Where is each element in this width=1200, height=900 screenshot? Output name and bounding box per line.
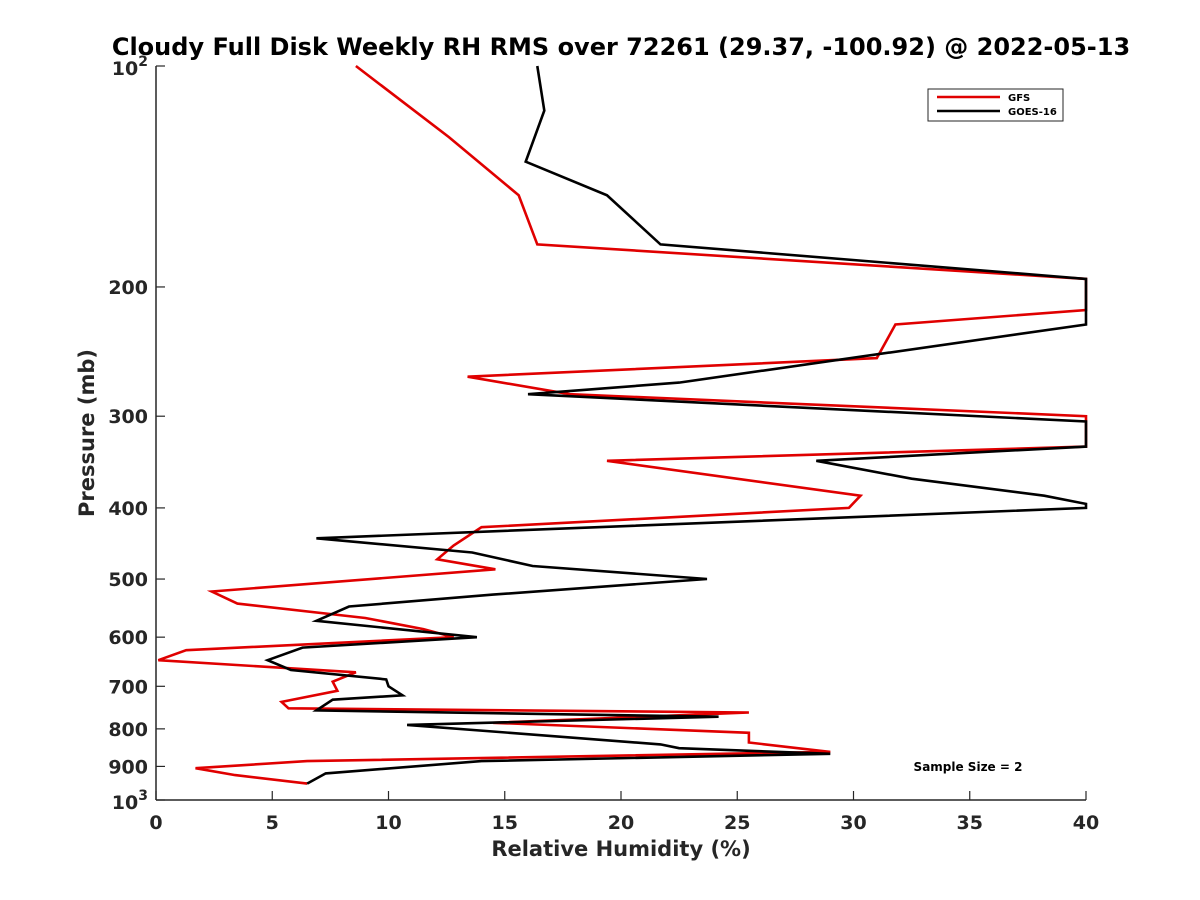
legend-gfs-label: GFS: [1008, 93, 1030, 104]
y-axis-label: Pressure (mb): [75, 349, 99, 517]
y-tick-label: 500: [108, 569, 148, 591]
y-tick-label: 800: [108, 719, 148, 741]
x-tick-label: 20: [608, 812, 634, 834]
y-tick-label: 600: [108, 627, 148, 649]
legend-box: [927, 88, 1064, 122]
series-line-gfs: [157, 64, 1088, 785]
x-tick-label: 5: [266, 812, 279, 834]
sample-size-annotation: Sample Size = 2: [914, 760, 1023, 774]
chart-title: Cloudy Full Disk Weekly RH RMS over 7226…: [112, 33, 1130, 61]
y-tick-label: 103: [112, 788, 148, 814]
x-tick-label: 25: [724, 812, 750, 834]
y-tick-label: 200: [108, 277, 148, 299]
y-tick-label: 300: [108, 406, 148, 428]
x-tick-label: 40: [1073, 812, 1099, 834]
x-tick-label: 0: [149, 812, 162, 834]
series-line-goes16: [264, 65, 1088, 785]
x-tick-label: 30: [840, 812, 866, 834]
legend-goes16-label: GOES-16: [1008, 107, 1057, 118]
x-ticks: 0 5 10 15 20 25 30 35 40: [149, 791, 1099, 834]
x-tick-label: 35: [957, 812, 983, 834]
y-ticks: 200 300 400 500 600 700 800 900 102 103: [108, 54, 165, 814]
legend: GFS GOES-16: [927, 88, 1064, 122]
x-axis-label: Relative Humidity (%): [491, 837, 750, 861]
y-tick-label: 400: [108, 498, 148, 520]
plot-area: [156, 66, 1086, 800]
y-tick-label: 102: [112, 54, 148, 80]
y-tick-label: 700: [108, 676, 148, 698]
series-layer: [157, 64, 1088, 785]
y-tick-label: 900: [108, 756, 148, 778]
x-tick-label: 15: [492, 812, 518, 834]
x-tick-label: 10: [375, 812, 401, 834]
